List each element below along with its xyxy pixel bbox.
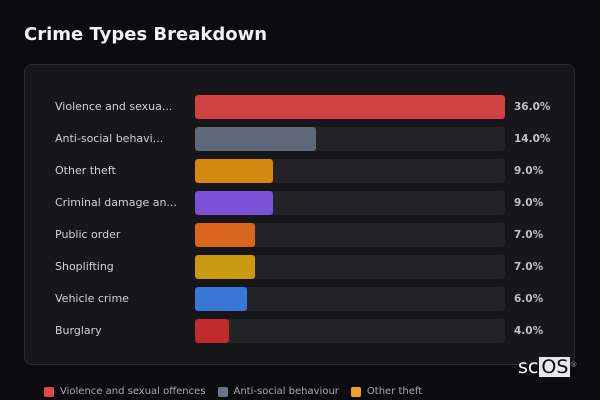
bar-value-label: 14.0% (514, 133, 551, 145)
bar-label: Anti-social behavi... (55, 132, 164, 145)
bar-fill[interactable] (195, 287, 247, 311)
legend-swatch-icon (217, 386, 228, 397)
bar-track (195, 319, 505, 343)
chart-card: Violence and sexua... 36.0% Anti-social be… (24, 64, 575, 365)
bar-track (195, 191, 505, 215)
legend-label: Anti-social behaviour (233, 386, 339, 397)
bar-value-label: 7.0% (514, 261, 544, 273)
bar-value-label: 4.0% (514, 325, 544, 337)
bar-row[interactable]: Burglary 4.0% (25, 319, 574, 343)
bar-fill[interactable] (195, 191, 273, 215)
bar-row[interactable]: Shoplifting 7.0% (25, 255, 574, 279)
bar-row[interactable]: Vehicle crime 6.0% (25, 287, 574, 311)
bar-track (195, 95, 505, 119)
bar-label: Criminal damage an... (55, 196, 177, 209)
bar-label: Violence and sexua... (55, 100, 173, 113)
bar-label: Vehicle crime (55, 292, 129, 305)
legend-swatch-icon (44, 386, 54, 397)
bar-track (195, 287, 505, 311)
legend-item[interactable]: Violence and sexual offences (44, 386, 206, 397)
bar-track (195, 255, 505, 279)
registered-mark-icon: ® (570, 361, 578, 369)
bar-value-label: 7.0% (514, 229, 544, 241)
bar-fill[interactable] (195, 95, 505, 119)
bar-track (195, 223, 505, 247)
bar-row[interactable]: Anti-social behavi... 14.0% (25, 127, 574, 151)
bar-fill[interactable] (195, 159, 273, 183)
bar-fill[interactable] (195, 255, 256, 279)
legend-item[interactable]: Other theft (350, 386, 423, 397)
bar-row[interactable]: Other theft 9.0% (25, 159, 574, 183)
legend-item[interactable]: Anti-social behaviour (217, 386, 339, 397)
bar-label: Public order (55, 228, 121, 241)
bar-row[interactable]: Violence and sexua... 36.0% (25, 95, 574, 119)
bar-fill[interactable] (195, 127, 316, 151)
legend-swatch-icon (350, 386, 361, 397)
bar-value-label: 9.0% (514, 197, 544, 209)
bar-fill[interactable] (195, 223, 256, 247)
bar-track (195, 127, 505, 151)
scos-logo: sc OS ® (518, 356, 577, 378)
bar-row[interactable]: Criminal damage an... 9.0% (25, 191, 574, 215)
bar-value-label: 36.0% (514, 101, 551, 113)
chart-legend: Violence and sexual offences Anti-social … (44, 386, 422, 397)
bar-track (195, 159, 505, 183)
bar-label: Shoplifting (55, 260, 114, 273)
legend-label: Violence and sexual offences (60, 386, 206, 397)
legend-label: Other theft (366, 386, 423, 397)
logo-sc-text: sc (518, 356, 539, 378)
page-title: Crime Types Breakdown (24, 24, 268, 45)
bar-label: Other theft (55, 164, 116, 177)
logo-os-text: OS (539, 356, 571, 378)
bar-value-label: 6.0% (514, 293, 544, 305)
bar-row[interactable]: Public order 7.0% (25, 223, 574, 247)
bar-fill[interactable] (195, 319, 230, 343)
bar-label: Burglary (55, 324, 102, 337)
bar-value-label: 9.0% (514, 165, 544, 177)
